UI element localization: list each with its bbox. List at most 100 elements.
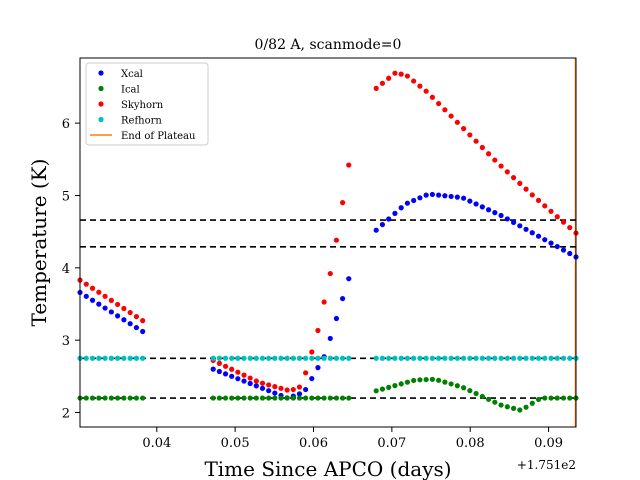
data-point <box>454 355 460 361</box>
legend-label: Skyhorn <box>121 100 164 111</box>
data-point <box>272 355 278 361</box>
data-point <box>423 376 429 383</box>
data-point <box>560 355 567 361</box>
data-point <box>96 395 102 401</box>
data-point <box>442 193 448 199</box>
data-point <box>442 379 448 385</box>
chart-title: 0/82 A, scanmode=0 <box>255 37 402 53</box>
data-point <box>321 395 327 401</box>
data-point <box>510 175 517 181</box>
data-point <box>133 324 140 331</box>
data-point <box>121 395 127 401</box>
data-point <box>492 399 498 405</box>
data-point <box>303 355 309 361</box>
data-point <box>535 197 542 203</box>
reference-lines <box>80 219 576 399</box>
data-point <box>529 400 535 406</box>
data-point <box>454 194 460 200</box>
data-point <box>259 395 266 401</box>
data-point <box>266 355 272 361</box>
data-point <box>284 355 290 361</box>
data-point <box>423 88 429 94</box>
data-point <box>296 395 303 401</box>
data-point <box>448 113 454 119</box>
data-point <box>379 221 386 228</box>
data-point <box>436 377 442 383</box>
x-axis-ticks: 0.04 0.05 0.06 0.07 0.08 0.09 <box>142 427 563 451</box>
data-point <box>315 365 321 371</box>
data-point <box>535 233 542 239</box>
data-point <box>303 370 309 376</box>
data-point <box>423 192 429 198</box>
data-point <box>309 375 315 382</box>
data-point <box>373 227 379 233</box>
data-point <box>259 380 266 386</box>
data-point <box>278 385 284 391</box>
data-point <box>83 293 89 299</box>
data-point <box>485 207 492 213</box>
data-point <box>229 366 235 372</box>
data-point <box>266 388 272 394</box>
data-point <box>229 395 235 401</box>
data-point <box>554 355 560 361</box>
data-point <box>473 201 479 207</box>
data-point <box>529 192 535 198</box>
data-point <box>127 355 133 361</box>
data-point <box>567 225 573 231</box>
x-axis-offset-label: +1.751e2 <box>517 458 576 472</box>
data-point <box>133 355 140 361</box>
data-point <box>247 375 253 381</box>
data-point <box>327 395 333 401</box>
data-point <box>96 355 102 361</box>
data-point <box>127 395 133 401</box>
legend-label: Refhorn <box>121 116 162 127</box>
y-tick-label: 2 <box>62 407 70 422</box>
data-point <box>461 126 467 132</box>
data-point <box>121 305 127 312</box>
data-point <box>498 212 504 219</box>
data-point <box>473 390 479 397</box>
series-ical <box>77 376 579 413</box>
data-point <box>108 297 114 303</box>
data-point <box>548 240 554 246</box>
data-point <box>327 335 333 342</box>
data-point <box>529 355 535 361</box>
data-point <box>216 355 222 361</box>
data-point <box>340 395 346 401</box>
data-point <box>386 384 392 390</box>
data-point <box>333 355 340 361</box>
data-point <box>247 395 253 401</box>
data-point <box>404 379 411 385</box>
data-point <box>333 237 340 243</box>
data-point <box>346 162 352 168</box>
data-point <box>102 293 108 299</box>
data-point <box>222 371 229 377</box>
data-point <box>327 355 333 361</box>
data-point <box>392 383 398 389</box>
data-point <box>272 395 278 401</box>
data-point <box>303 386 309 393</box>
data-point <box>548 208 554 214</box>
data-point <box>346 395 352 401</box>
data-point <box>290 355 296 361</box>
data-point <box>284 387 290 393</box>
data-point <box>436 100 442 107</box>
data-point <box>398 355 404 361</box>
x-axis-label: Time Since APCO (days) <box>204 457 451 480</box>
data-point <box>278 395 284 401</box>
data-point <box>386 75 392 81</box>
data-point <box>479 355 485 361</box>
data-points <box>77 70 579 413</box>
data-point <box>309 395 315 401</box>
series-xcal <box>77 191 579 401</box>
data-point <box>442 355 448 361</box>
data-point <box>411 355 417 361</box>
data-point <box>346 276 352 282</box>
data-point <box>96 289 102 295</box>
data-point <box>398 381 404 387</box>
data-point <box>417 195 423 201</box>
data-point <box>448 381 454 387</box>
data-point <box>454 383 460 389</box>
data-point <box>241 395 247 401</box>
data-point <box>542 203 548 209</box>
